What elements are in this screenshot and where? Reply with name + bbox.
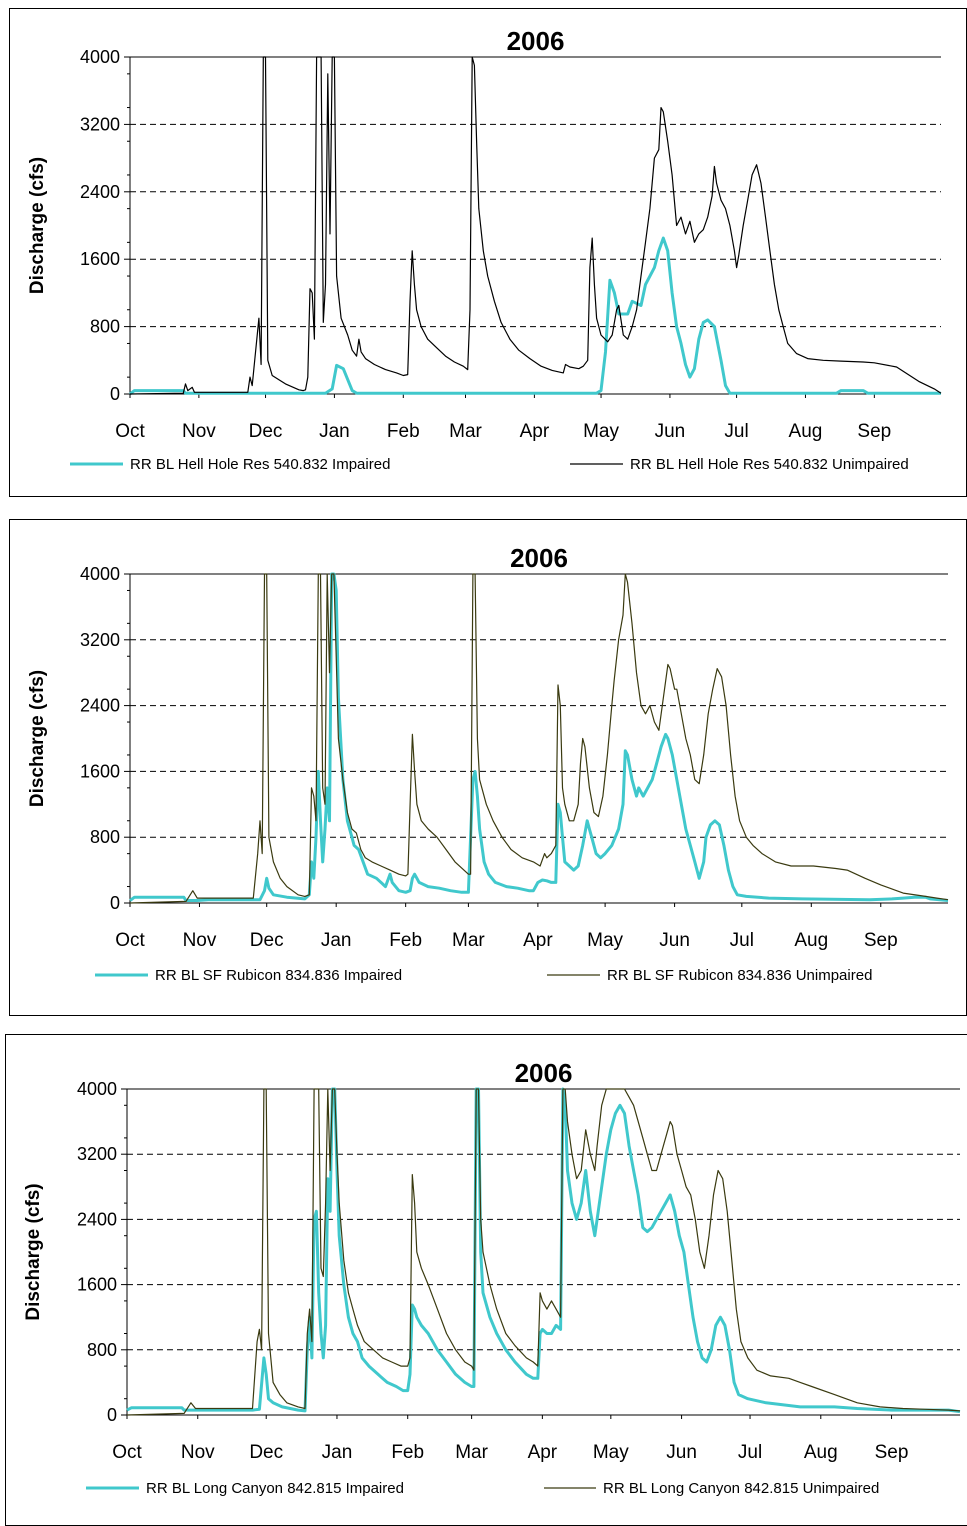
legend-label: RR BL Hell Hole Res 540.832 Impaired	[130, 456, 390, 473]
chart-title: 2006	[515, 1058, 573, 1088]
x-tick-label: Aug	[804, 1442, 838, 1463]
chart-title: 2006	[510, 543, 568, 573]
y-tick-label: 1600	[80, 249, 120, 269]
series-line-unimpaired	[129, 56, 942, 395]
x-tick-label: Nov	[183, 930, 217, 951]
chart-panel-hell-hole: 0 800 1600 2400 3200 4000 Oct Nov Dec Jan Feb Mar Ap…	[9, 8, 967, 497]
chart-panel-sf-rubicon: 0 800 1600 2400 3200 4000 Oct Nov Dec Jan Feb Mar Ap…	[9, 519, 967, 1016]
x-tick-label: Jul	[724, 421, 748, 442]
y-tick-label: 3200	[77, 1144, 117, 1164]
x-tick-label: Jan	[321, 930, 352, 951]
x-tick-label: Apr	[523, 930, 553, 951]
x-tick-label: Jun	[659, 930, 690, 951]
x-tick-label: Mar	[455, 1442, 488, 1463]
x-tick-label: Jan	[319, 421, 350, 442]
series-line-unimpaired	[126, 1088, 961, 1416]
x-tick-label: Jul	[738, 1442, 762, 1463]
x-tick-label: Feb	[389, 930, 422, 951]
series-line-impaired	[126, 1087, 961, 1414]
x-tick-label: May	[593, 1442, 629, 1463]
x-tick-label: Sep	[875, 1442, 909, 1463]
x-tick-label: Sep	[864, 930, 898, 951]
x-tick-label: Feb	[387, 421, 420, 442]
x-tick-label: May	[587, 930, 623, 951]
y-tick-label: 2400	[77, 1209, 117, 1229]
x-tick-label: Nov	[181, 1442, 215, 1463]
legend-label: RR BL Long Canyon 842.815 Impaired	[146, 1480, 404, 1497]
y-tick-label: 4000	[80, 47, 120, 67]
legend-label: RR BL SF Rubicon 834.836 Impaired	[155, 967, 402, 984]
y-tick-label: 1600	[77, 1275, 117, 1295]
y-tick-label: 800	[90, 317, 120, 337]
x-tick-label: May	[583, 421, 619, 442]
x-tick-label: Dec	[250, 930, 284, 951]
x-tick-label: Aug	[789, 421, 823, 442]
y-axis-label: Discharge (cfs)	[23, 1183, 44, 1320]
y-tick-label: 4000	[77, 1079, 117, 1099]
y-tick-label: 3200	[80, 114, 120, 134]
x-tick-label: Mar	[449, 421, 482, 442]
x-tick-label: Oct	[115, 421, 145, 442]
legend-label: RR BL Long Canyon 842.815 Unimpaired	[603, 1480, 879, 1497]
x-tick-label: Nov	[182, 421, 216, 442]
y-axis-label: Discharge (cfs)	[27, 157, 48, 294]
y-tick-label: 0	[110, 893, 120, 913]
x-tick-label: Jul	[730, 930, 754, 951]
legend-label: RR BL Hell Hole Res 540.832 Unimpaired	[630, 456, 909, 473]
x-tick-label: Jun	[655, 421, 686, 442]
chart-svg: 0 800 1600 2400 3200 4000 Oct Nov Dec Jan Feb Mar Ap…	[23, 1058, 961, 1497]
series-line-unimpaired	[129, 573, 949, 904]
x-tick-label: Dec	[249, 421, 283, 442]
series-line-impaired	[129, 236, 941, 396]
y-tick-label: 4000	[80, 564, 120, 584]
x-tick-label: Jan	[322, 1442, 353, 1463]
chart-panel-long-canyon: 0 800 1600 2400 3200 4000 Oct Nov Dec Jan Feb Mar Ap…	[5, 1034, 967, 1526]
y-tick-label: 1600	[80, 761, 120, 781]
x-tick-label: Feb	[391, 1442, 424, 1463]
y-tick-label: 0	[107, 1405, 117, 1425]
y-tick-label: 3200	[80, 630, 120, 650]
series-line-impaired	[129, 572, 949, 902]
chart-title: 2006	[507, 26, 565, 56]
x-tick-label: Jun	[666, 1442, 697, 1463]
y-tick-label: 2400	[80, 182, 120, 202]
x-tick-label: Apr	[520, 421, 550, 442]
y-axis-label: Discharge (cfs)	[27, 670, 48, 807]
x-tick-label: Dec	[249, 1442, 283, 1463]
x-tick-label: Sep	[857, 421, 891, 442]
legend-label: RR BL SF Rubicon 834.836 Unimpaired	[607, 967, 872, 984]
y-tick-label: 800	[87, 1340, 117, 1360]
chart-svg: 0 800 1600 2400 3200 4000 Oct Nov Dec Jan Feb Mar Ap…	[27, 543, 949, 984]
x-tick-label: Mar	[452, 930, 485, 951]
chart-svg: 0 800 1600 2400 3200 4000 Oct Nov Dec Jan Feb Mar Ap…	[27, 26, 942, 473]
y-tick-label: 0	[110, 384, 120, 404]
y-tick-label: 2400	[80, 696, 120, 716]
x-tick-label: Oct	[115, 930, 145, 951]
x-tick-label: Oct	[112, 1442, 142, 1463]
x-tick-label: Apr	[528, 1442, 558, 1463]
y-tick-label: 800	[90, 827, 120, 847]
x-tick-label: Aug	[794, 930, 828, 951]
